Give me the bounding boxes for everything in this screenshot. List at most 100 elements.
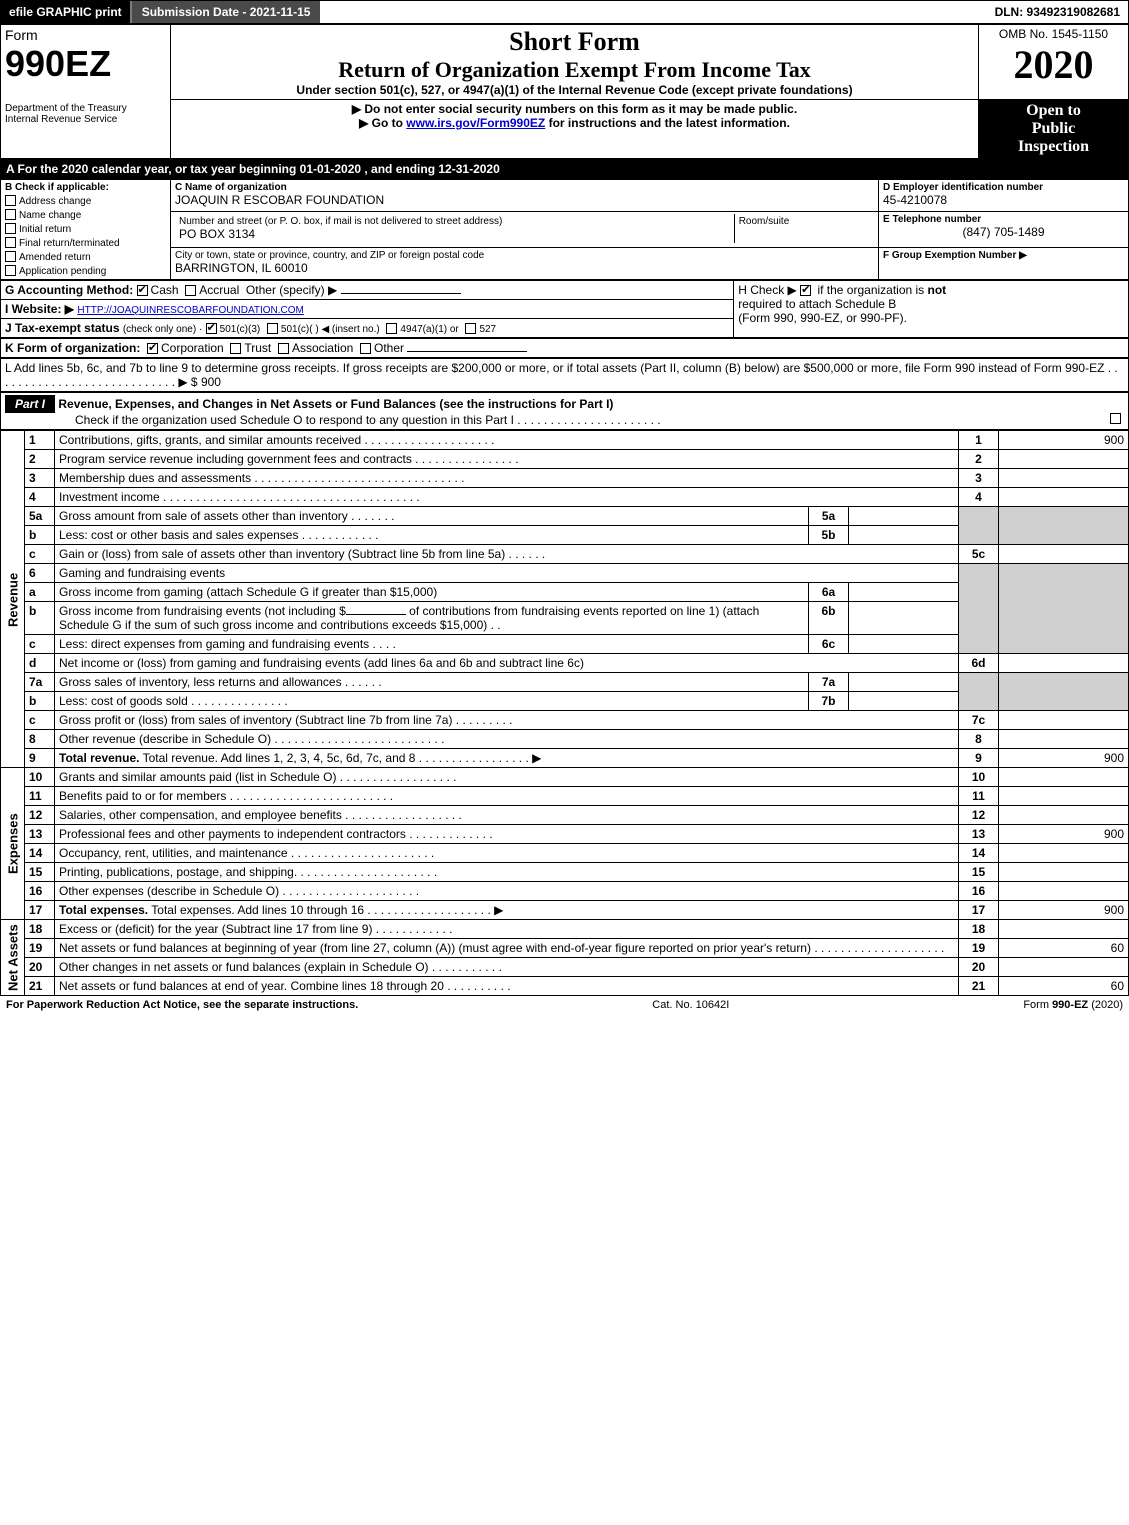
side-revenue: Revenue <box>1 431 25 768</box>
l21-text: Net assets or fund balances at end of ye… <box>55 977 959 996</box>
l11-text: Benefits paid to or for members . . . . … <box>55 787 959 806</box>
checkbox-h[interactable] <box>800 285 811 296</box>
checkbox-corp[interactable]: Corporation <box>147 341 224 355</box>
l1-text: Contributions, gifts, grants, and simila… <box>55 431 959 450</box>
line-j-label: J Tax-exempt status <box>5 321 123 335</box>
checkbox-application-pending[interactable]: Application pending <box>5 263 166 277</box>
l4-box: 4 <box>959 488 999 507</box>
l17-val: 900 <box>999 901 1129 920</box>
l12-val <box>999 806 1129 825</box>
l16-box: 16 <box>959 882 999 901</box>
l15-text: Printing, publications, postage, and shi… <box>55 863 959 882</box>
form-header-table: Form 990EZ Department of the Treasury In… <box>0 24 1129 159</box>
l2-num: 2 <box>25 450 55 469</box>
l6d-text: Net income or (loss) from gaming and fun… <box>55 654 959 673</box>
checkbox-part1-scho[interactable] <box>1110 413 1121 424</box>
l6b-val <box>849 602 959 635</box>
part1-label: Part I <box>5 395 55 413</box>
ssn-warning: ▶ Do not enter social security numbers o… <box>175 102 974 116</box>
l5c-val <box>999 545 1129 564</box>
l7b-box: 7b <box>809 692 849 711</box>
footer-left: For Paperwork Reduction Act Notice, see … <box>6 999 358 1011</box>
l1-box: 1 <box>959 431 999 450</box>
box-f-label: F Group Exemption Number ▶ <box>883 250 1124 261</box>
l16-val <box>999 882 1129 901</box>
open-to-public-box: Open to Public Inspection <box>979 100 1129 159</box>
checkbox-501c3[interactable]: 501(c)(3) <box>206 321 261 335</box>
line-i-label: I Website: ▶ <box>5 302 74 316</box>
l7c-box: 7c <box>959 711 999 730</box>
l12-box: 12 <box>959 806 999 825</box>
l9-val: 900 <box>999 749 1129 768</box>
l18-text: Excess or (deficit) for the year (Subtra… <box>55 920 959 939</box>
street-value: PO BOX 3134 <box>179 227 730 241</box>
l13-text: Professional fees and other payments to … <box>55 825 959 844</box>
checkbox-cash[interactable]: Cash <box>137 283 179 297</box>
form-label: Form <box>5 27 166 43</box>
l3-box: 3 <box>959 469 999 488</box>
l20-text: Other changes in net assets or fund bala… <box>55 958 959 977</box>
g-h-block: G Accounting Method: Cash Accrual Other … <box>0 280 1129 338</box>
shaded-6v <box>999 564 1129 654</box>
l6b-num: b <box>25 602 55 635</box>
l7c-num: c <box>25 711 55 730</box>
checkbox-final-return[interactable]: Final return/terminated <box>5 235 166 249</box>
l5b-val <box>849 526 959 545</box>
l21-box: 21 <box>959 977 999 996</box>
l5c-box: 5c <box>959 545 999 564</box>
l3-text: Membership dues and assessments . . . . … <box>55 469 959 488</box>
l5c-text: Gain or (loss) from sale of assets other… <box>55 545 959 564</box>
checkbox-4947[interactable]: 4947(a)(1) or <box>386 321 458 335</box>
l13-box: 13 <box>959 825 999 844</box>
checkbox-name-change[interactable]: Name change <box>5 207 166 221</box>
l6d-val <box>999 654 1129 673</box>
box-e-label: E Telephone number <box>883 214 1124 225</box>
l8-val <box>999 730 1129 749</box>
shaded-7v <box>999 673 1129 711</box>
checkbox-527[interactable]: 527 <box>465 321 496 335</box>
submission-date-button[interactable]: Submission Date - 2021-11-15 <box>132 1 321 23</box>
l2-val <box>999 450 1129 469</box>
checkbox-assoc[interactable]: Association <box>278 341 353 355</box>
irs-link[interactable]: www.irs.gov/Form990EZ <box>406 116 545 130</box>
line-l: L Add lines 5b, 6c, and 7b to line 9 to … <box>1 359 1129 392</box>
l6a-text: Gross income from gaming (attach Schedul… <box>55 583 809 602</box>
l19-text: Net assets or fund balances at beginning… <box>55 939 959 958</box>
l10-num: 10 <box>25 768 55 787</box>
l20-box: 20 <box>959 958 999 977</box>
checkbox-initial-return[interactable]: Initial return <box>5 221 166 235</box>
l7b-text: Less: cost of goods sold . . . . . . . .… <box>55 692 809 711</box>
l7a-text: Gross sales of inventory, less returns a… <box>55 673 809 692</box>
l17-num: 17 <box>25 901 55 920</box>
checkbox-address-change[interactable]: Address change <box>5 193 166 207</box>
l1-val: 900 <box>999 431 1129 450</box>
l5a-num: 5a <box>25 507 55 526</box>
under-section: Under section 501(c), 527, or 4947(a)(1)… <box>175 83 974 97</box>
checkbox-other-org[interactable]: Other <box>360 341 404 355</box>
l6c-num: c <box>25 635 55 654</box>
l10-text: Grants and similar amounts paid (list in… <box>55 768 959 787</box>
street-label: Number and street (or P. O. box, if mail… <box>179 216 730 227</box>
l6d-box: 6d <box>959 654 999 673</box>
l14-box: 14 <box>959 844 999 863</box>
checkbox-501c[interactable]: 501(c)( ) ◀ (insert no.) <box>267 321 380 335</box>
l18-num: 18 <box>25 920 55 939</box>
line-g-label: G Accounting Method: <box>5 283 133 297</box>
l3-num: 3 <box>25 469 55 488</box>
city-label: City or town, state or province, country… <box>175 250 874 261</box>
other-specify[interactable]: Other (specify) ▶ <box>246 283 337 297</box>
efile-print-button[interactable]: efile GRAPHIC print <box>1 1 132 23</box>
checkbox-accrual[interactable]: Accrual <box>185 283 239 297</box>
goto-instructions: ▶ Go to www.irs.gov/Form990EZ for instru… <box>175 116 974 130</box>
l6d-num: d <box>25 654 55 673</box>
short-form-title: Short Form <box>175 27 974 57</box>
l15-num: 15 <box>25 863 55 882</box>
website-link[interactable]: HTTP://JOAQUINRESCOBARFOUNDATION.COM <box>77 305 304 316</box>
checkbox-amended-return[interactable]: Amended return <box>5 249 166 263</box>
l8-num: 8 <box>25 730 55 749</box>
l5c-num: c <box>25 545 55 564</box>
l5b-text: Less: cost or other basis and sales expe… <box>55 526 809 545</box>
l6a-box: 6a <box>809 583 849 602</box>
checkbox-trust[interactable]: Trust <box>230 341 271 355</box>
org-name: JOAQUIN R ESCOBAR FOUNDATION <box>175 193 874 207</box>
